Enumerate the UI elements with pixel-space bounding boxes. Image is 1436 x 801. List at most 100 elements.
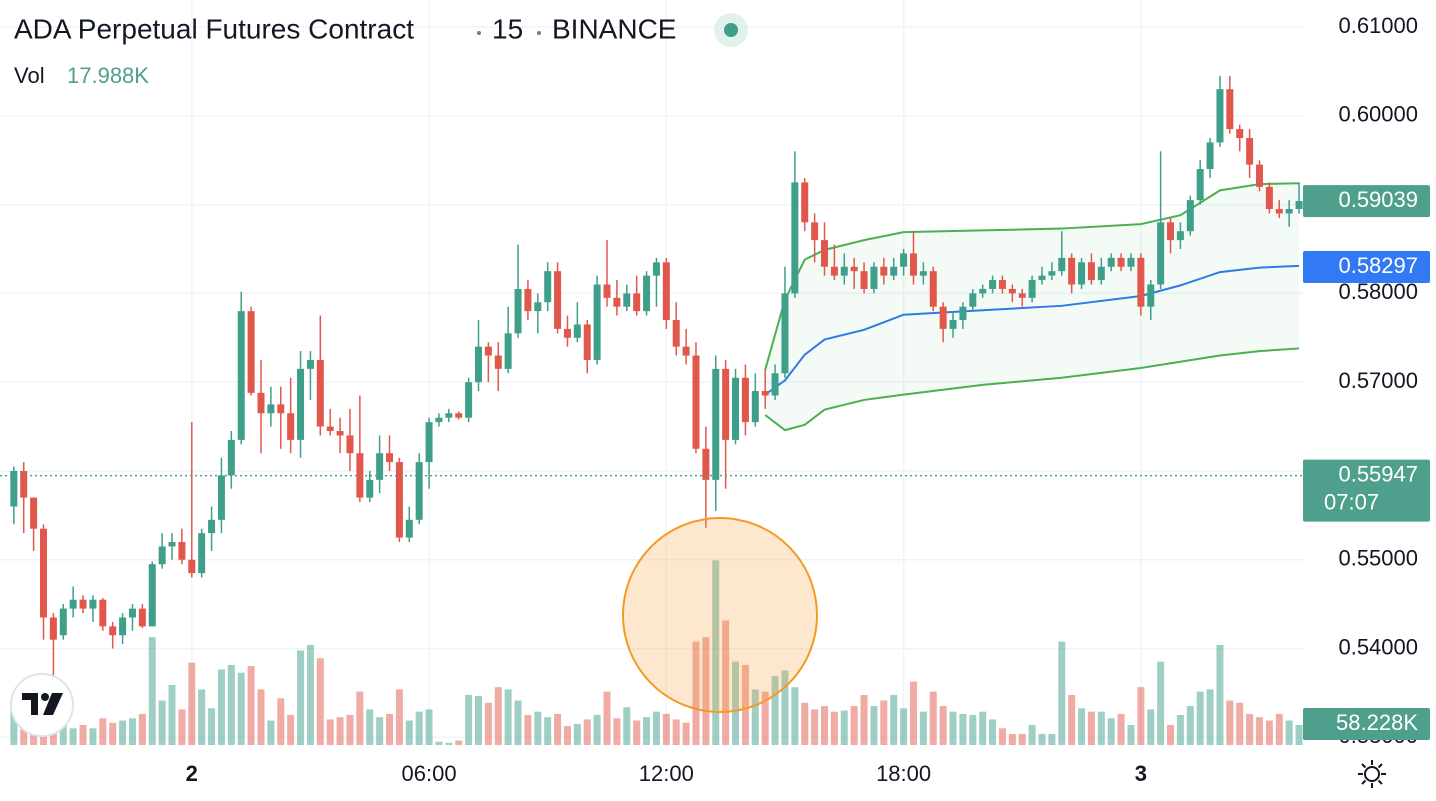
volume-bar xyxy=(376,717,384,745)
volume-bar xyxy=(544,717,552,745)
volume-bar xyxy=(227,664,235,745)
settings-icon[interactable] xyxy=(1358,760,1386,788)
candle-body xyxy=(880,266,888,276)
volume-bar xyxy=(801,702,809,745)
candle-body xyxy=(1226,89,1234,130)
volume-bar xyxy=(395,689,403,745)
candle-body xyxy=(376,453,384,480)
volume-bar xyxy=(168,684,176,745)
candle-body xyxy=(49,617,57,640)
separator xyxy=(477,31,481,35)
volume-bar xyxy=(979,711,987,745)
candle-body xyxy=(386,453,394,463)
volume-bar xyxy=(267,720,275,745)
volume-bar xyxy=(1008,733,1016,745)
candle-body xyxy=(1127,257,1135,267)
candle-body xyxy=(69,599,77,609)
volume-bar xyxy=(1078,708,1086,745)
volume-bar xyxy=(573,723,581,745)
candle-body xyxy=(1058,257,1066,272)
volume-bar xyxy=(247,666,255,745)
candle-body xyxy=(128,608,136,618)
volume-bar xyxy=(1058,641,1066,745)
candle-body xyxy=(474,346,482,383)
price-marker-label: 0.59039 xyxy=(1338,187,1418,212)
volume-bar xyxy=(850,706,858,745)
candle-body xyxy=(20,470,28,498)
candle-body xyxy=(1206,142,1214,170)
candle-body xyxy=(801,182,809,223)
volume-bar xyxy=(386,713,394,745)
volume-bar xyxy=(1068,694,1076,745)
y-tick-label: 0.58000 xyxy=(1338,279,1418,304)
candle-body xyxy=(356,453,364,498)
y-tick-label: 0.60000 xyxy=(1338,102,1418,127)
candle-body xyxy=(297,368,305,440)
candle-body xyxy=(682,346,690,356)
price-marker xyxy=(1303,185,1430,218)
band-lower xyxy=(764,347,1300,432)
candle-body xyxy=(237,311,245,440)
candle-body xyxy=(395,462,403,538)
candle-body xyxy=(336,431,344,436)
volume-bar xyxy=(870,706,878,745)
volume-bar xyxy=(1206,689,1214,745)
candle-body xyxy=(1157,222,1165,285)
band-basis xyxy=(764,264,1300,396)
separator xyxy=(537,31,541,35)
volume-bar xyxy=(1226,700,1234,745)
volume-bar xyxy=(1295,724,1303,745)
y-tick-label: 0.54000 xyxy=(1338,634,1418,659)
volume-bar xyxy=(1216,644,1224,745)
candle-body xyxy=(425,422,433,463)
volume-bar xyxy=(890,694,898,745)
candle-body xyxy=(652,262,660,276)
candle-body xyxy=(554,271,562,329)
candle-body xyxy=(544,271,552,303)
volume-bar xyxy=(484,702,492,745)
candle-body xyxy=(1295,201,1303,210)
candle-body xyxy=(1068,257,1076,285)
status-dot xyxy=(724,23,738,37)
exchange: BINANCE xyxy=(552,13,676,44)
candle-body xyxy=(1087,262,1095,281)
grid-layer xyxy=(0,0,1303,745)
candle-body xyxy=(979,288,987,294)
candle-body xyxy=(830,266,838,276)
volume-bar xyxy=(277,698,285,745)
volume-bar xyxy=(1038,733,1046,745)
volume-bar xyxy=(366,709,374,745)
candle-body xyxy=(247,311,255,393)
candle-body xyxy=(741,377,749,423)
volume-bar xyxy=(672,719,680,745)
candle-body xyxy=(633,293,641,312)
volume-bar xyxy=(563,726,571,745)
candle-body xyxy=(178,542,186,560)
volume-bar xyxy=(1097,711,1105,745)
candle-body xyxy=(643,275,651,312)
candle-body xyxy=(445,413,453,418)
candle-body xyxy=(465,382,473,418)
candle-body xyxy=(484,346,492,356)
volume-bar xyxy=(415,711,423,745)
volume-bar xyxy=(692,641,700,745)
candle-body xyxy=(1256,164,1264,187)
candle-body xyxy=(188,559,196,574)
candle-body xyxy=(811,222,819,241)
volume-legend-value: 17.988K xyxy=(67,63,149,88)
candle-body xyxy=(524,288,532,312)
candle-body xyxy=(217,475,225,520)
volume-bar xyxy=(1265,720,1273,745)
candle-body xyxy=(287,413,295,440)
volume-bar xyxy=(1127,724,1135,745)
logo[interactable] xyxy=(10,673,74,737)
candle-body xyxy=(1137,257,1145,307)
x-tick-label: 18:00 xyxy=(876,761,931,786)
volume-bar xyxy=(188,662,196,745)
volume-bar xyxy=(158,700,166,745)
volume-bar xyxy=(425,709,433,745)
volume-bar xyxy=(603,691,611,745)
candle-body xyxy=(890,266,898,276)
volume-bar xyxy=(811,709,819,745)
